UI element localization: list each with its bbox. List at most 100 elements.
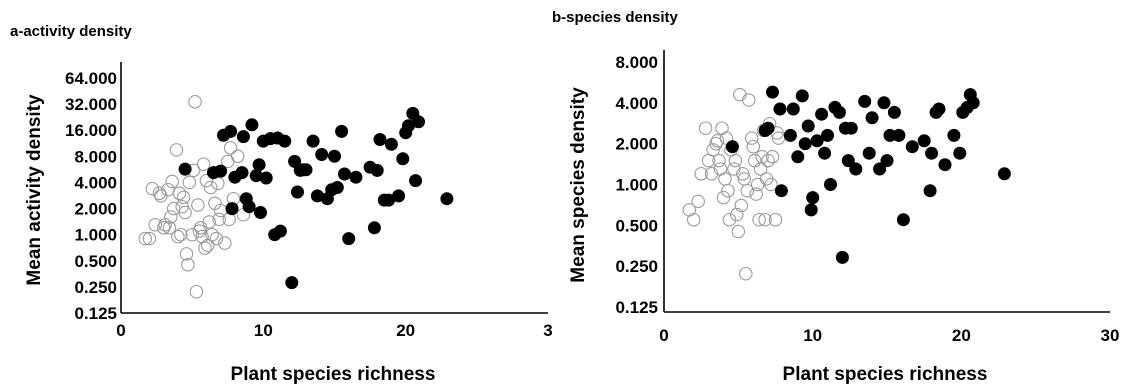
filled-data-point <box>841 154 855 168</box>
open-data-point <box>737 172 752 186</box>
filled-data-point <box>327 149 341 163</box>
filled-data-point <box>818 146 832 160</box>
x-tick-label: 0 <box>116 321 125 340</box>
filled-data-point <box>273 224 287 238</box>
filled-data-point <box>774 184 788 198</box>
y-tick-label: 64.000 <box>65 69 117 88</box>
open-data-point <box>223 141 238 155</box>
filled-data-point <box>905 140 919 154</box>
filled-data-point <box>242 200 256 214</box>
open-data-point <box>174 227 188 242</box>
filled-data-point <box>178 162 192 176</box>
filled-data-point <box>396 152 410 166</box>
panel-b-x-ticks: 0 10 20 30 <box>659 326 1119 345</box>
open-data-point <box>731 224 746 239</box>
open-data-point <box>142 231 157 246</box>
filled-data-point <box>966 96 980 110</box>
open-data-point <box>172 186 187 201</box>
y-tick-label: 4.000 <box>74 173 117 192</box>
open-data-point <box>718 172 732 186</box>
panel-a-x-ticks: 0 10 20 3 <box>116 321 552 340</box>
open-data-point <box>181 257 195 272</box>
open-data-point <box>728 153 743 168</box>
open-data-point <box>138 231 152 246</box>
filled-data-point <box>725 140 739 154</box>
y-tick-label: 0.125 <box>615 298 658 317</box>
filled-data-point <box>844 121 858 135</box>
y-tick-label: 0.500 <box>615 216 658 235</box>
filled-data-point <box>849 162 863 176</box>
open-data-point <box>221 154 235 169</box>
open-data-point <box>712 153 726 168</box>
y-tick-label: 2.000 <box>74 200 117 219</box>
panel-a-title: a-activity density <box>10 23 132 40</box>
open-data-point <box>230 149 245 164</box>
open-data-point <box>694 167 708 181</box>
open-data-point <box>152 186 167 201</box>
filled-data-point <box>820 128 834 142</box>
filled-data-point <box>306 134 320 148</box>
filled-data-point <box>235 166 249 180</box>
filled-data-point <box>873 162 887 176</box>
y-tick-label: 8.000 <box>74 147 117 166</box>
open-data-point <box>761 153 775 168</box>
open-data-point <box>176 190 191 205</box>
filled-data-point <box>804 203 818 217</box>
filled-data-point <box>765 85 779 99</box>
filled-data-point <box>254 206 268 220</box>
filled-data-point <box>285 276 299 290</box>
filled-data-point <box>832 105 846 119</box>
filled-data-point <box>367 221 381 235</box>
open-data-point <box>189 284 204 299</box>
panel-b-y-axis-label: Mean species density <box>568 87 589 283</box>
panel-b-points <box>682 85 1011 281</box>
filled-data-point <box>337 167 351 181</box>
open-data-point <box>713 162 728 176</box>
filled-data-point <box>259 171 273 185</box>
y-tick-label: 0.500 <box>74 252 117 271</box>
open-data-point <box>198 241 212 255</box>
filled-data-point <box>245 118 259 132</box>
filled-data-point <box>411 115 425 129</box>
open-data-point <box>188 95 202 109</box>
open-data-point <box>169 143 184 157</box>
filled-data-point <box>887 105 901 119</box>
filled-data-point <box>214 164 228 178</box>
filled-data-point <box>330 181 344 195</box>
filled-data-point <box>925 146 939 160</box>
open-data-point <box>202 215 216 229</box>
open-data-point <box>747 153 762 168</box>
filled-data-point <box>791 150 805 164</box>
filled-data-point <box>862 146 876 160</box>
filled-data-point <box>896 213 910 227</box>
open-data-point <box>158 218 172 232</box>
y-tick-label: 0.250 <box>615 257 658 276</box>
filled-data-point <box>953 146 967 160</box>
filled-data-point <box>806 191 820 205</box>
filled-data-point <box>409 174 423 188</box>
open-data-point <box>710 134 725 148</box>
panel-a-y-ticks: 64.000 32.000 16.000 8.000 4.000 2.000 1.000 0.… <box>65 69 117 323</box>
filled-data-point <box>384 137 398 151</box>
filled-data-point <box>865 111 879 125</box>
open-data-point <box>752 212 766 227</box>
filled-data-point <box>373 133 387 147</box>
filled-data-point <box>917 134 931 148</box>
open-data-point <box>165 174 179 189</box>
filled-data-point <box>224 124 238 138</box>
open-data-point <box>722 212 737 227</box>
filled-data-point <box>997 167 1011 181</box>
open-data-point <box>739 266 753 281</box>
filled-data-point <box>835 250 849 264</box>
x-tick-label: 20 <box>396 321 415 340</box>
filled-data-point <box>278 134 292 148</box>
filled-data-point <box>290 185 304 199</box>
filled-data-point <box>773 102 787 116</box>
open-data-point <box>734 198 749 213</box>
open-data-point <box>686 212 701 227</box>
open-data-point <box>733 87 747 102</box>
open-data-point <box>212 212 226 227</box>
x-tick-label: 10 <box>803 326 822 345</box>
x-tick-label: 30 <box>1101 326 1120 345</box>
